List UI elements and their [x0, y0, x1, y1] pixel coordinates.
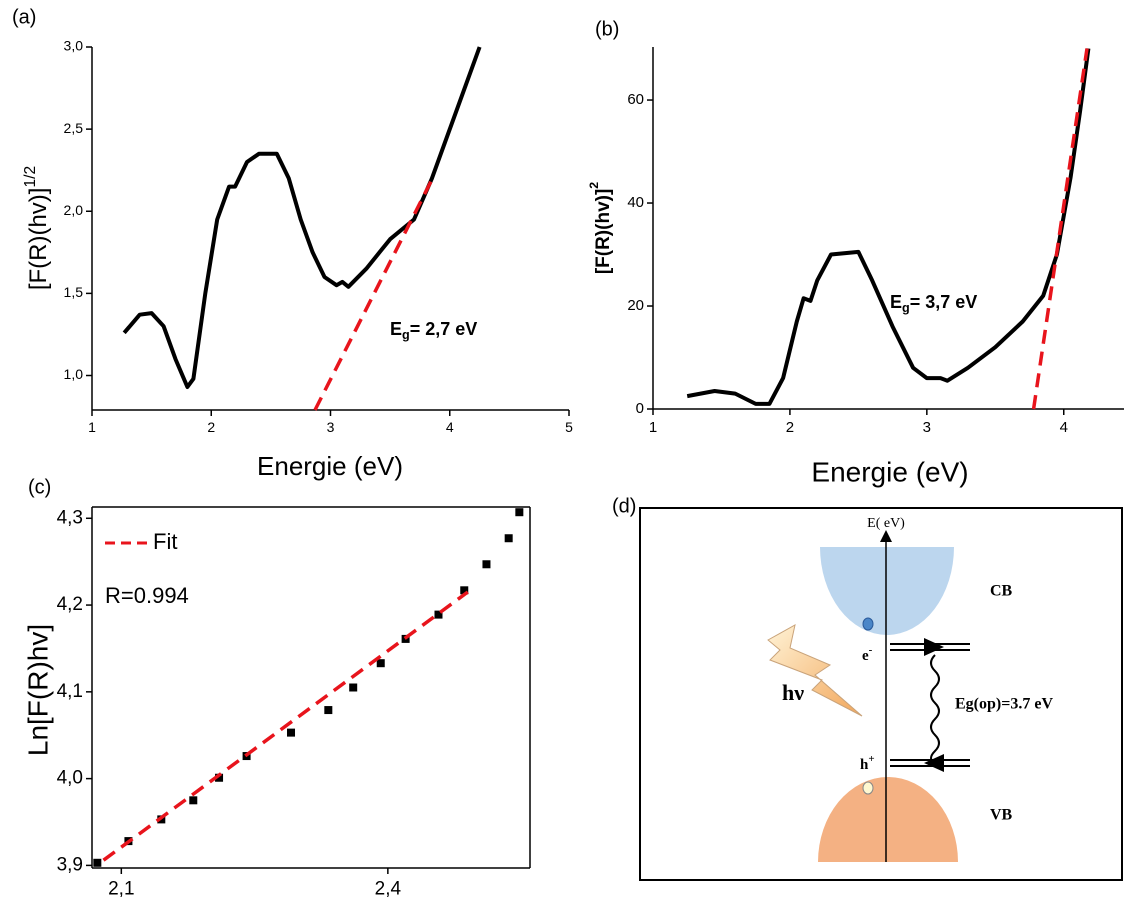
annotation-text: E [890, 292, 902, 312]
carrier-label: h+ [860, 753, 875, 774]
legend-label: Fit [153, 529, 177, 554]
panel-label: (d) [612, 495, 636, 517]
annotation-rest: = 3,7 eV [910, 292, 978, 312]
y-tick-label: 0 [636, 400, 644, 417]
y-axis-title-text: [F(R)(hv)] [593, 189, 614, 274]
photon-bolt [767, 624, 863, 717]
annotation-text: E [390, 319, 402, 339]
data-point [482, 560, 491, 569]
y-tick-label: 1,5 [64, 284, 84, 300]
data-point [93, 858, 102, 867]
fit-line [1031, 48, 1089, 410]
x-tick-label: 2 [207, 419, 215, 435]
carrier-label: e- [862, 644, 873, 665]
y-axis-title-text: [F(R)(hv)] [25, 188, 52, 291]
annotation: Eg= 2,7 eV [390, 319, 477, 343]
y-tick-label: 2,0 [64, 202, 84, 218]
data-point [504, 534, 513, 543]
y-tick-label: 20 [627, 297, 644, 314]
y-axis-title-sup: 2 [587, 182, 601, 189]
x-axis-title: Energie (eV) [257, 451, 403, 481]
y-axis-title: Ln[F(R)hv] [22, 624, 53, 756]
x-tick-label: 3 [923, 419, 931, 436]
data-point [376, 659, 385, 668]
hole-dot [862, 781, 874, 795]
y-axis-title-sup: 1/2 [22, 166, 39, 188]
band-diagram: (d) E( eV) CB VB e- h+ hν Eg(op)=3.7 eV [612, 495, 1123, 881]
diagram-frame [639, 507, 1123, 881]
y-axis-title: [F(R)(hv)]2 [587, 182, 614, 274]
axis-label: E( eV) [867, 516, 905, 531]
x-tick-label: 3 [327, 419, 335, 435]
gap-label: Eg(op)=3.7 eV [955, 696, 1053, 713]
x-tick-label: 2,1 [108, 878, 134, 899]
y-tick-label: 3,9 [57, 854, 83, 875]
band-label: CB [990, 583, 1013, 600]
y-tick-label: 4,1 [57, 681, 83, 702]
data-point [324, 706, 333, 715]
x-tick-label: 1 [649, 419, 657, 436]
x-tick-label: 2,4 [375, 878, 402, 899]
x-tick-label: 2 [786, 419, 794, 436]
data-point [434, 610, 443, 619]
panel-label: (a) [12, 6, 36, 28]
y-tick-label: 2,5 [64, 120, 84, 136]
y-tick-label: 1,0 [64, 366, 84, 382]
data-point [287, 728, 296, 737]
panel-label: (b) [595, 18, 619, 40]
panel-label: (c) [28, 476, 51, 498]
annotation-sub: g [402, 328, 410, 342]
y-tick-label: 4,2 [57, 594, 83, 615]
y-tick-label: 4,3 [57, 507, 83, 528]
photon-label: hν [782, 680, 804, 705]
data-point [189, 796, 198, 805]
wavy-transition [930, 654, 940, 764]
electron-dot [862, 617, 874, 631]
chart-panel: (c) 2,1 2,4 3,9 4,0 4,1 4,2 4,3 Ln[F(R)hv] R=0.99… [22, 476, 531, 899]
x-tick-label: 1 [88, 419, 96, 435]
y-tick-label: 40 [627, 194, 644, 211]
data-point [215, 773, 224, 782]
annotation: R=0.994 [105, 583, 189, 608]
y-axis-title: [F(R)(hv)]1/2 [22, 166, 52, 290]
valence-band-shape [818, 777, 958, 862]
chart-panel: (a) 1 2 3 4 5 1,0 1,5 2,0 2,5 3,0 Energie (eV) [F(R)… [12, 6, 573, 481]
level-arrow [924, 638, 944, 656]
y-tick-label: 60 [627, 91, 644, 108]
x-tick-label: 5 [565, 419, 573, 435]
fit-line [102, 590, 469, 862]
band-label: VB [990, 807, 1013, 824]
data-point [349, 683, 358, 692]
data-point [515, 508, 524, 517]
fit-line [313, 174, 436, 411]
conduction-band-shape [820, 547, 954, 635]
y-tick-label: 4,0 [57, 768, 83, 789]
data-line [686, 48, 1091, 406]
x-tick-label: 4 [1060, 419, 1068, 436]
data-line [122, 46, 482, 389]
x-tick-label: 4 [446, 419, 454, 435]
annotation-rest: = 2,7 eV [410, 319, 478, 339]
data-point [460, 586, 469, 595]
annotation-sub: g [902, 301, 910, 315]
x-axis-title: Energie (eV) [811, 456, 968, 487]
y-tick-label: 3,0 [64, 38, 84, 54]
annotation: Eg= 3,7 eV [890, 292, 977, 316]
